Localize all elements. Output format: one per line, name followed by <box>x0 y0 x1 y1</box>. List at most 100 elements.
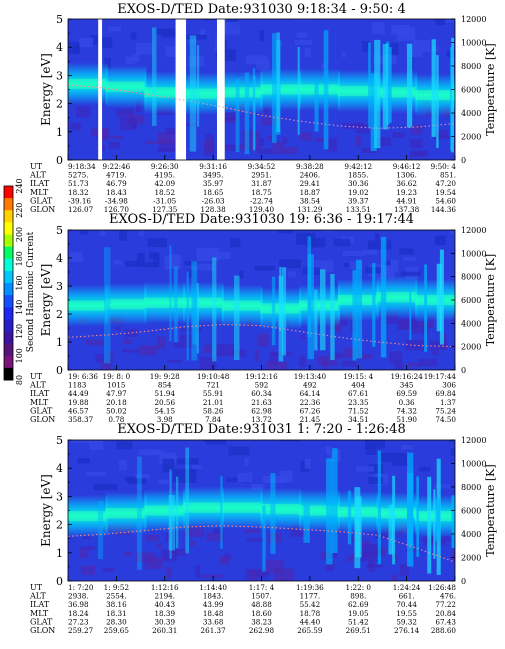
orbit-table: UT 1: 7:20 1: 9:52 1:12:16 1:14:40 1:17: 4 1:1… <box>29 583 456 635</box>
table-cell: 0.78 <box>108 415 124 424</box>
table-row-label: UT <box>30 162 43 171</box>
energy-band-core <box>144 505 186 516</box>
table-cell: 721 <box>206 381 220 390</box>
table-cell: 19.23 <box>396 188 417 197</box>
temperature-tick-label: 10000 <box>461 249 486 258</box>
spectrogram-noise-cell <box>123 551 132 557</box>
energy-band-core <box>376 292 418 303</box>
spectrogram-noise-cell <box>410 124 423 135</box>
table-cell: 67.43 <box>435 617 456 626</box>
spectrogram-noise-cell <box>101 128 109 141</box>
table-cell: -26.03 <box>202 196 225 205</box>
table-cell: 126.07 <box>68 205 94 214</box>
energy-tick-label: 3 <box>56 490 63 503</box>
spectrogram-noise-cell <box>373 137 391 146</box>
table-cell: -34.98 <box>105 196 128 205</box>
table-cell: 854 <box>158 381 172 390</box>
table-cell: 51.90 <box>396 415 417 424</box>
table-row-label: GLAT <box>30 406 53 415</box>
spectrogram-streak <box>388 504 394 555</box>
table-cell: 1.37 <box>440 398 456 407</box>
spectrogram-noise-cell <box>189 540 195 546</box>
table-cell: 55.42 <box>300 600 321 609</box>
table-cell: 18.48 <box>203 609 224 618</box>
spectrogram-noise-cell <box>206 440 227 445</box>
spectrogram-panel-1: EXOS-D/TED Date:931030 9:18:34 - 9:50: 4… <box>29 2 497 214</box>
spectrogram-noise-cell <box>314 260 334 272</box>
spectrogram-streak <box>212 257 217 362</box>
energy-band-core <box>415 294 455 306</box>
spectrogram-streak <box>272 33 277 143</box>
table-cell: 129.40 <box>249 205 275 214</box>
spectrogram-noise-cell <box>161 549 178 562</box>
spectrogram-noise-cell <box>362 41 371 53</box>
spectrogram-streak <box>152 27 157 126</box>
data-gap <box>98 19 103 160</box>
panel-title: EXOS-D/TED Date:931030 9:18:34 - 9:50: 4 <box>117 2 405 17</box>
spectrogram-noise-cell <box>372 22 385 35</box>
spectrogram-noise-cell <box>119 117 137 131</box>
table-cell: 33.68 <box>203 617 224 626</box>
table-cell: 60.34 <box>251 389 272 398</box>
spectrogram-streak <box>332 448 338 553</box>
spectrogram-noise-cell <box>391 24 411 35</box>
spectrogram-noise-cell <box>119 230 127 241</box>
spectrogram-noise-cell <box>141 262 159 268</box>
energy-band-core <box>260 84 302 95</box>
table-row-label: GLON <box>30 626 55 635</box>
table-cell: -39.16 <box>68 196 91 205</box>
table-cell: 9:38:28 <box>296 162 324 171</box>
temperature-tick-label: 8000 <box>461 273 481 282</box>
spectrogram-streak <box>433 489 436 559</box>
spectrogram-noise-cell <box>68 41 80 54</box>
energy-band-core <box>299 505 340 516</box>
spectrogram-noise-cell <box>89 440 104 451</box>
table-cell: 19: 9:28 <box>150 372 180 381</box>
spectrogram-noise-cell <box>394 362 404 370</box>
spectrogram-streak <box>451 37 455 153</box>
spectrogram-noise-cell <box>219 112 237 121</box>
spectrogram-streak <box>104 247 111 364</box>
energy-band-core <box>105 299 147 310</box>
spectrogram-noise-cell <box>123 338 132 345</box>
spectrogram-noise-cell <box>450 448 455 456</box>
table-row-label: GLAT <box>30 196 53 205</box>
spectrogram-streak <box>270 473 276 554</box>
table-cell: 18.52 <box>154 188 175 197</box>
orbit-table: UT 19: 6:36 19: 8: 0 19: 9:28 19:10:48 19:12:… <box>29 372 456 424</box>
table-cell: 13.72 <box>251 415 272 424</box>
panels: EXOS-D/TED Date:931030 9:18:34 - 9:50: 4… <box>29 2 497 635</box>
spectrogram-streak <box>323 30 329 150</box>
spectrogram-noise-cell <box>100 230 106 237</box>
spectrogram-noise-cell <box>322 360 329 370</box>
colorbar-frame <box>3 185 14 381</box>
table-cell: 1:17: 4 <box>249 583 275 592</box>
colorbar-ticks: 240 220 200 180 160 140 120 100 80 <box>15 178 24 385</box>
table-cell: -22.74 <box>250 196 273 205</box>
spectrogram-noise-cell <box>278 230 294 234</box>
table-cell: 34.51 <box>348 415 369 424</box>
spectrogram-noise-cell <box>412 40 431 52</box>
colorbar-swatch <box>4 186 13 199</box>
spectrogram-noise-cell <box>263 106 270 116</box>
spectrogram-noise-cell <box>124 56 136 65</box>
data-gap <box>216 19 225 160</box>
spectrogram-noise-cell <box>435 19 446 25</box>
spectrogram-noise-cell <box>86 471 106 477</box>
spectrogram-noise-cell <box>254 350 259 362</box>
table-cell: 46.79 <box>106 179 127 188</box>
spectrogram-streak <box>191 261 198 361</box>
spectrogram-noise-cell <box>149 252 158 260</box>
table-cell: 1:22: 0 <box>346 583 372 592</box>
table-cell: 20.84 <box>435 609 456 618</box>
spectrogram-noise-cell <box>269 353 278 365</box>
spectrogram-noise-cell <box>100 360 113 370</box>
spectrogram-noise-cell <box>283 146 298 154</box>
spectrogram-noise-cell <box>304 48 311 57</box>
spectrogram-noise-cell <box>153 450 164 455</box>
temperature-curve <box>68 525 455 563</box>
colorbar-swatch <box>4 258 13 272</box>
table-cell: 31.87 <box>251 179 272 188</box>
spectrogram-noise-cell <box>273 568 295 581</box>
temperature-tick-label: 2000 <box>461 343 481 352</box>
